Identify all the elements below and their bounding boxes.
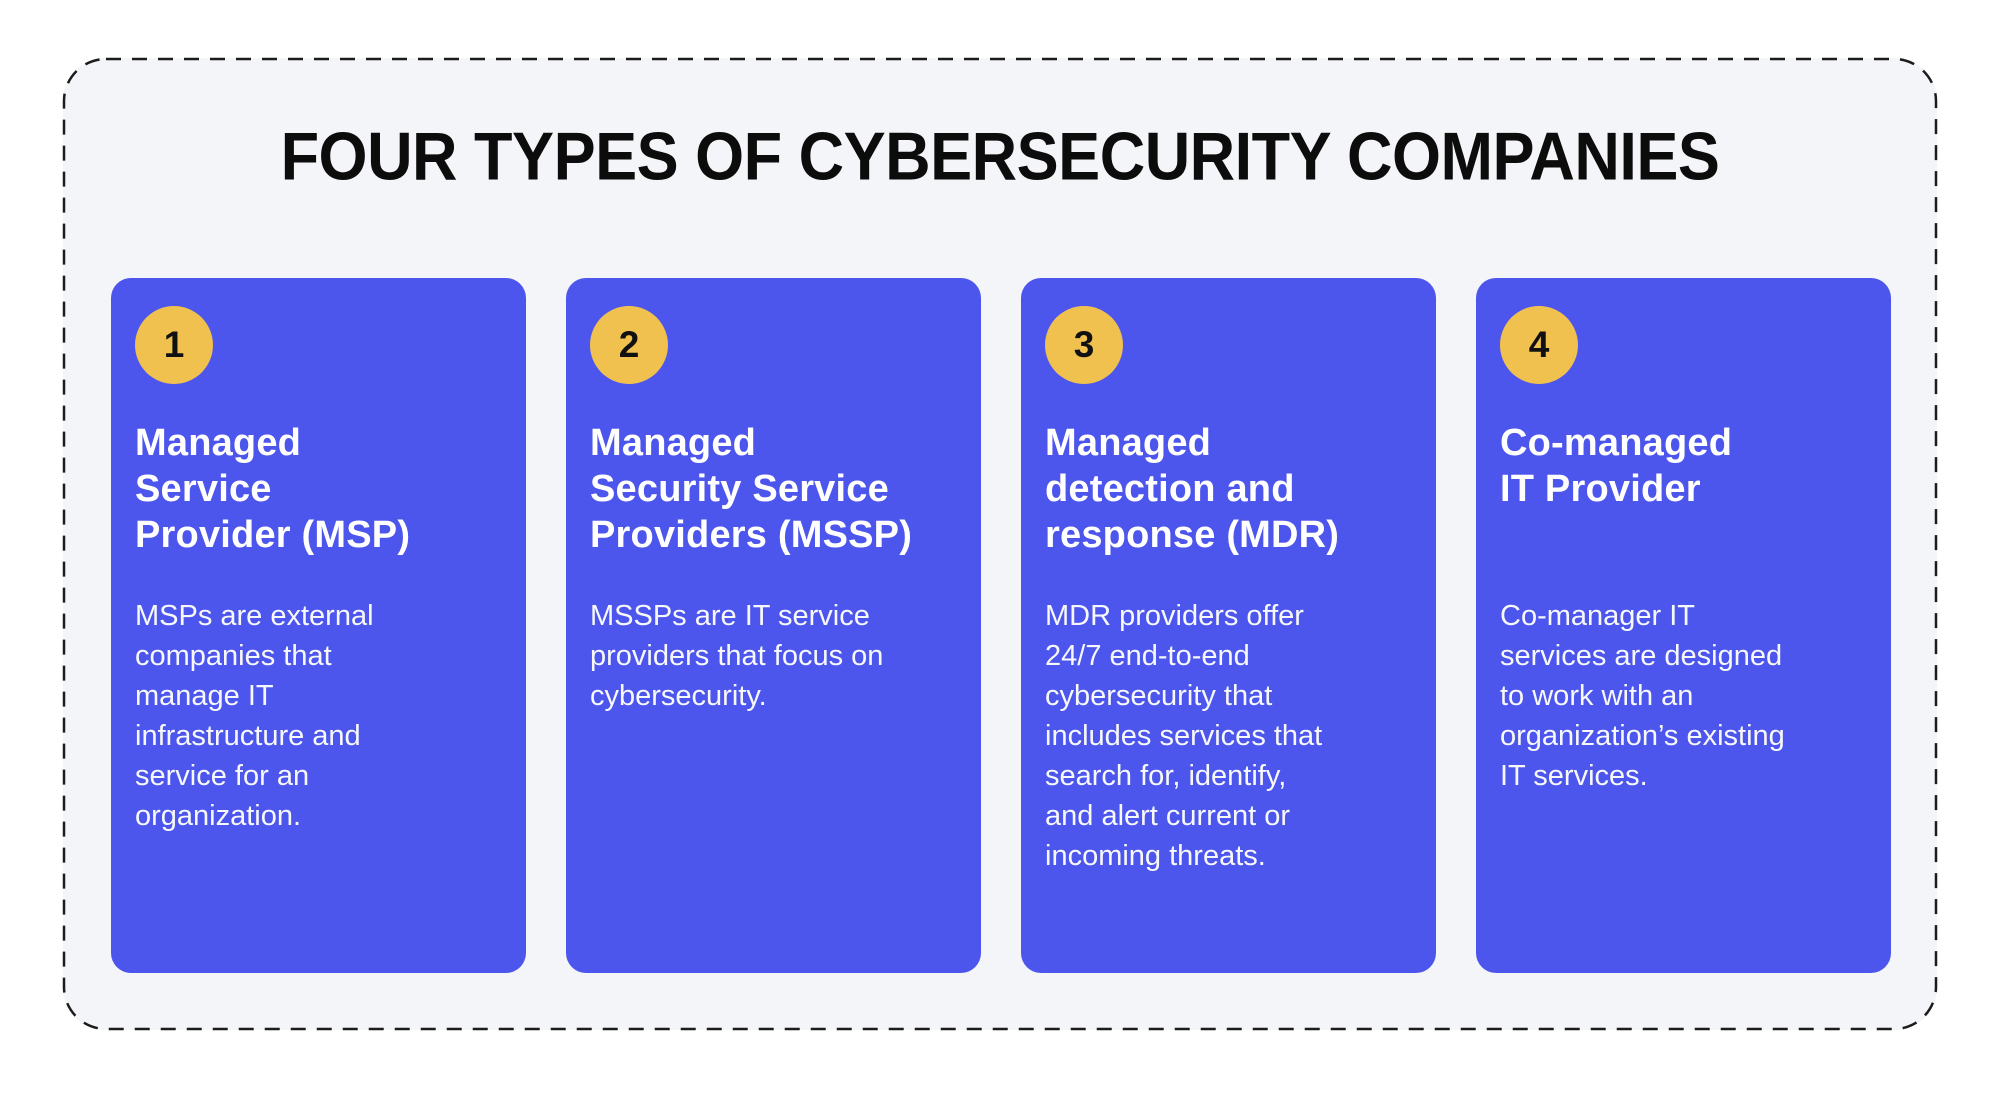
card-number: 1 — [163, 324, 185, 365]
card-msp: 1 Managed Service Provider (MSP) MSPs ar… — [111, 278, 526, 973]
page-title: FOUR TYPES OF CYBERSECURITY COMPANIES — [280, 119, 1720, 195]
card-body-text: MSPs are external companies that manage … — [135, 600, 374, 832]
card-body-text: MSSPs are IT service providers that focu… — [590, 600, 884, 712]
card-number: 4 — [1528, 324, 1550, 365]
card-heading: Co-managed IT Provider — [1500, 422, 1733, 510]
card-number: 2 — [618, 324, 640, 365]
card-number-badge: 2 — [590, 306, 668, 384]
card-heading: Managed Service Provider (MSP) — [135, 422, 411, 556]
card-number-badge: 3 — [1045, 306, 1123, 384]
card-number-badge: 4 — [1500, 306, 1578, 384]
card-number-badge: 1 — [135, 306, 213, 384]
card-heading: Managed Security Service Providers (MSSP… — [590, 422, 913, 556]
card-body-text: MDR providers offer 24/7 end-to-end cybe… — [1045, 600, 1323, 872]
card-comanaged: 4 Co-managed IT Provider Co-manager IT s… — [1476, 278, 1891, 973]
card-row: 1 Managed Service Provider (MSP) MSPs ar… — [111, 278, 1891, 973]
card-number: 3 — [1073, 324, 1095, 365]
card-mssp: 2 Managed Security Service Providers (MS… — [566, 278, 981, 973]
card-mdr: 3 Managed detection and response (MDR) M… — [1021, 278, 1436, 973]
card-heading: Managed detection and response (MDR) — [1045, 422, 1340, 556]
card-body-text: Co-manager IT services are designed to w… — [1500, 600, 1785, 792]
